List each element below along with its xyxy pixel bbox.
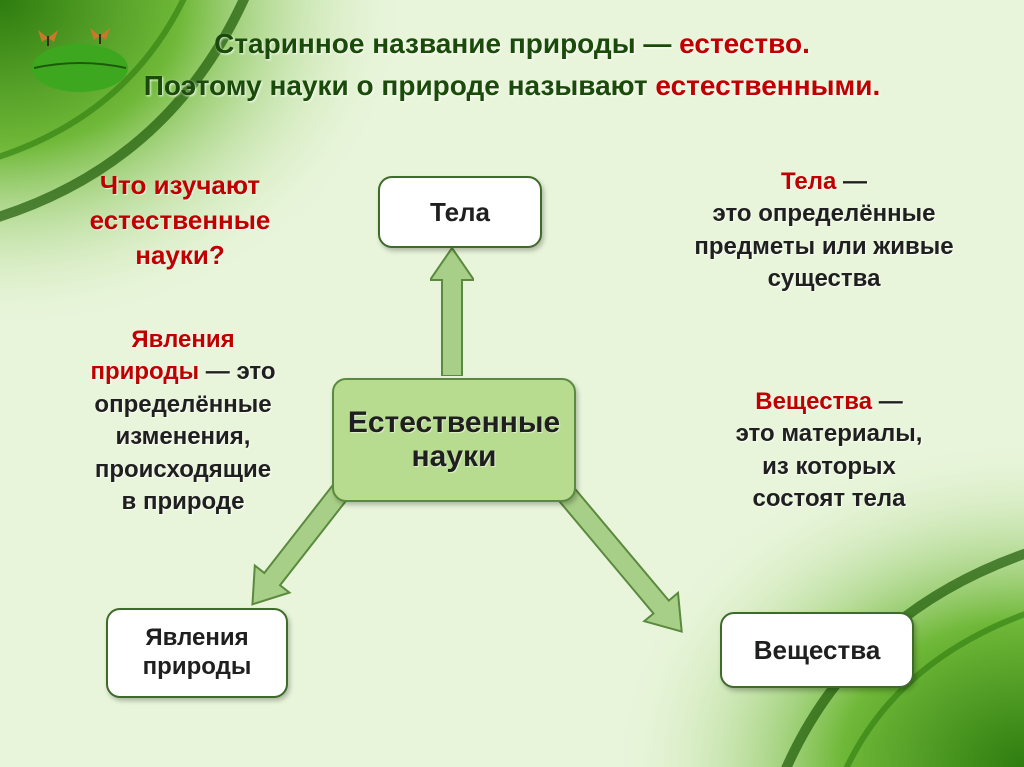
def-substances: Вещества — это материалы, из которых сос… bbox=[684, 386, 974, 516]
subst-sep: — bbox=[872, 388, 903, 415]
heading2-pre: Поэтому науки о природе называют bbox=[144, 70, 656, 101]
question-block: Что изучают естественные науки? bbox=[50, 168, 310, 273]
body-l2: это определённые bbox=[664, 198, 984, 230]
subst-l2: это материалы, bbox=[684, 418, 974, 450]
q-l1: Что изучают bbox=[50, 168, 310, 203]
heading1-hl: естество. bbox=[679, 28, 810, 59]
node-bottom-left: Явления природы bbox=[106, 608, 288, 698]
node-center: Естественные науки bbox=[332, 378, 576, 502]
phen-l3: определённые bbox=[58, 389, 308, 421]
subst-l3: из которых bbox=[684, 451, 974, 483]
phen-title: Явления bbox=[131, 326, 234, 353]
phen-l4: изменения, bbox=[58, 421, 308, 453]
heading-line-2: Поэтому науки о природе называют естеств… bbox=[0, 70, 1024, 102]
q-l3: науки? bbox=[50, 238, 310, 273]
subst-l4: состоят тела bbox=[684, 483, 974, 515]
body-l4: существа bbox=[664, 263, 984, 295]
node-bottom-right: Вещества bbox=[720, 612, 914, 688]
body-sep: — bbox=[836, 168, 867, 195]
phen-sep: — это bbox=[199, 358, 275, 385]
node-top: Тела bbox=[378, 176, 542, 248]
body-l3: предметы или живые bbox=[664, 231, 984, 263]
heading-line-1: Старинное название природы — естество. bbox=[0, 28, 1024, 60]
body-title: Тела bbox=[781, 168, 836, 195]
def-bodies: Тела — это определённые предметы или жив… bbox=[664, 166, 984, 296]
q-l2: естественные bbox=[50, 203, 310, 238]
subst-title: Вещества bbox=[755, 388, 872, 415]
slide-root: Старинное название природы — естество. П… bbox=[0, 0, 1024, 767]
arrow-up bbox=[430, 248, 474, 376]
phen-l2: природы bbox=[90, 358, 199, 385]
heading1-pre: Старинное название природы — bbox=[214, 28, 679, 59]
heading2-hl: естественными. bbox=[655, 70, 880, 101]
